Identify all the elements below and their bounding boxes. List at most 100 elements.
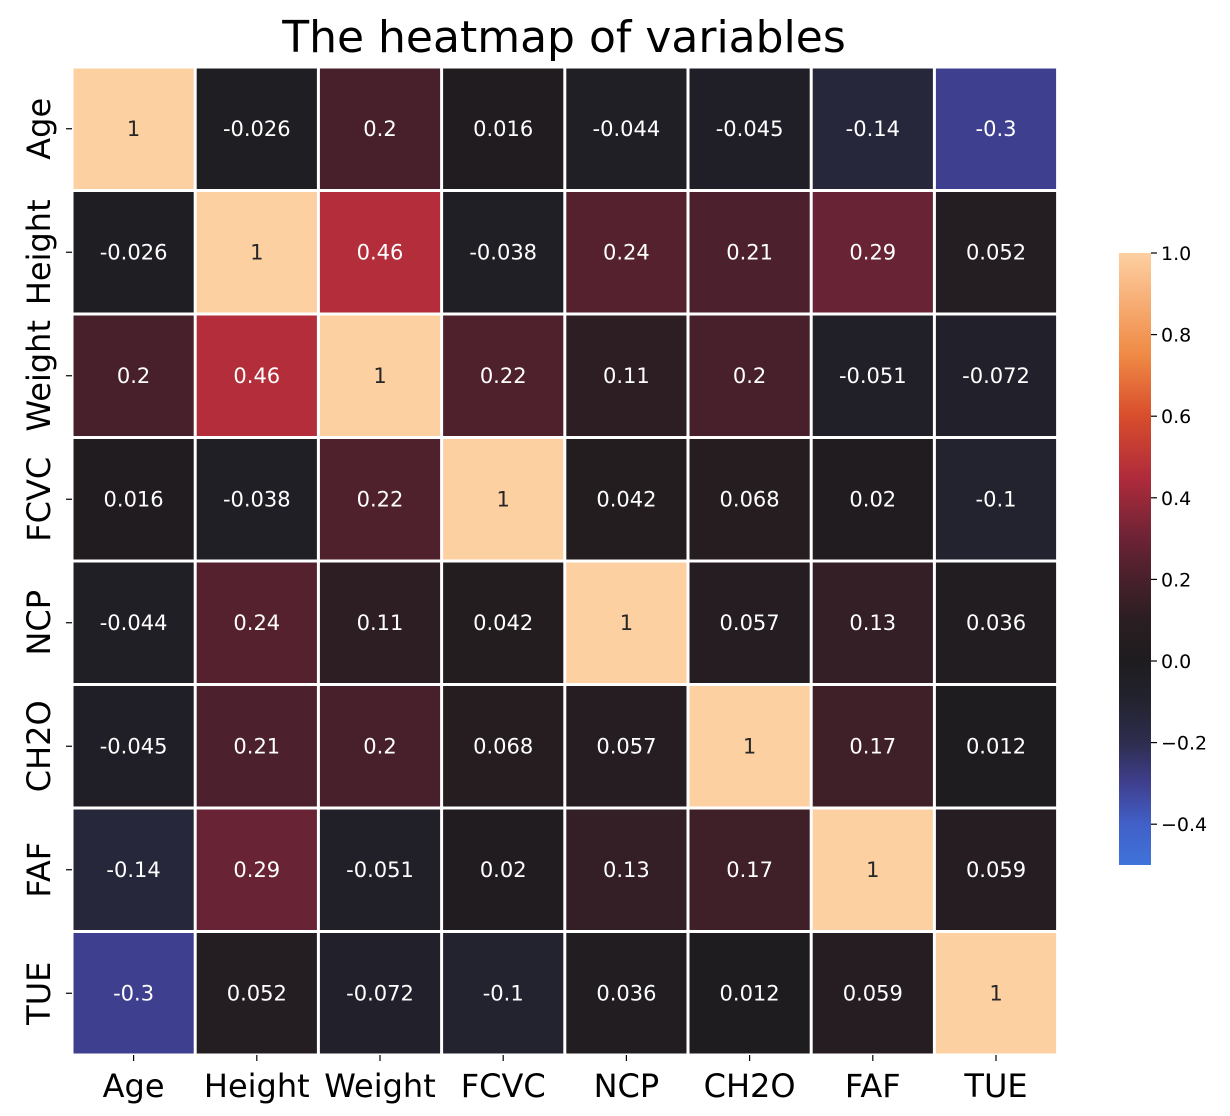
cell-value-label: 0.036 — [596, 981, 656, 1005]
colorbar-tick-label: −0.4 — [1161, 814, 1207, 836]
heatmap-cell-r2-c0 — [73, 315, 194, 436]
colorbar: 1.0 0.8 0.6 0.4 0.2 0.0 −0.2 −0.4 — [1119, 243, 1207, 865]
cell-value-label: 0.2 — [733, 364, 766, 388]
heatmap-cell-r1-c6 — [812, 192, 933, 313]
heatmap-cell-r5-c1 — [196, 686, 317, 807]
heatmap-cell-r1-c2 — [319, 192, 441, 313]
cell-value-label: 0.17 — [849, 734, 896, 758]
heatmap-cell-r2-c3 — [443, 315, 564, 436]
heatmap-cell-r4-c7 — [935, 562, 1057, 683]
cell-value-label: 0.02 — [849, 487, 896, 511]
y-tick-label: FCVC — [20, 457, 58, 542]
cell-value-label: -0.045 — [100, 734, 168, 758]
y-tick-label: TUE — [20, 962, 58, 1026]
heatmap-cell-r3-c0 — [73, 439, 194, 560]
cell-value-label: 1 — [989, 981, 1002, 1005]
y-axis-ticks: Age Height Weight FCVC NCP CH2O FAF TUE — [20, 98, 72, 1026]
colorbar-tick-label: 0.4 — [1161, 488, 1191, 510]
heatmap-cell-r7-c0 — [73, 933, 194, 1054]
heatmap-cell-r2-c6 — [812, 315, 933, 436]
heatmap-cell-r6-c7 — [935, 809, 1057, 930]
y-tick-label: NCP — [20, 590, 58, 656]
cell-value-label: 0.22 — [480, 364, 527, 388]
heatmap-cell-r3-c1 — [196, 439, 317, 560]
cell-value-label: 1 — [866, 858, 879, 882]
heatmap-cell-r0-c3 — [443, 68, 564, 189]
cell-value-label: -0.14 — [106, 858, 160, 882]
heatmap-cell-r6-c5 — [689, 809, 810, 930]
heatmap-cell-r2-c2 — [319, 315, 441, 436]
colorbar-tick-label: 0.6 — [1161, 406, 1191, 428]
y-tick-label: FAF — [20, 842, 58, 898]
cell-value-label: -0.044 — [100, 611, 168, 635]
heatmap-cell-r7-c4 — [566, 933, 687, 1054]
cell-value-label: 0.012 — [720, 981, 780, 1005]
heatmap-cell-r3-c5 — [689, 439, 810, 560]
heatmap-cell-r0-c5 — [689, 68, 810, 189]
cell-value-label: -0.038 — [223, 487, 291, 511]
x-tick-label: TUE — [963, 1067, 1027, 1105]
heatmap-cell-r7-c1 — [196, 933, 317, 1054]
heatmap-cell-r6-c1 — [196, 809, 317, 930]
heatmap-cell-r6-c4 — [566, 809, 687, 930]
heatmap-cell-r1-c5 — [689, 192, 810, 313]
cell-value-label: 0.11 — [603, 364, 650, 388]
cell-value-label: 1 — [127, 117, 140, 141]
cell-value-label: 0.016 — [473, 117, 533, 141]
heatmap-cell-r5-c2 — [319, 686, 441, 807]
heatmap-cell-r4-c0 — [73, 562, 194, 683]
cell-value-label: 0.46 — [357, 240, 404, 264]
cell-value-label: 0.042 — [473, 611, 533, 635]
cell-value-label: 0.29 — [233, 858, 280, 882]
x-tick-label: NCP — [594, 1067, 660, 1105]
cell-value-label: 0.21 — [726, 240, 773, 264]
cell-value-label: 1 — [743, 734, 756, 758]
heatmap-cell-r0-c4 — [566, 68, 687, 189]
heatmap-cell-r2-c4 — [566, 315, 687, 436]
colorbar-gradient — [1119, 253, 1151, 865]
cell-value-label: 0.22 — [357, 487, 404, 511]
cell-value-label: -0.072 — [962, 364, 1030, 388]
cell-value-label: 0.036 — [966, 611, 1026, 635]
cell-value-label: -0.051 — [346, 858, 414, 882]
heatmap-cell-r6-c2 — [319, 809, 441, 930]
x-tick-label: Age — [103, 1067, 165, 1105]
cell-value-label: 0.02 — [480, 858, 527, 882]
x-tick-label: Weight — [324, 1067, 435, 1105]
cell-value-label: 0.012 — [966, 734, 1026, 758]
heatmap-cell-r5-c0 — [73, 686, 194, 807]
heatmap-cell-r1-c1 — [196, 192, 317, 313]
cell-value-label: 0.057 — [720, 611, 780, 635]
cell-value-label: -0.3 — [976, 117, 1017, 141]
y-tick-label: Weight — [20, 320, 58, 431]
cell-value-label: 0.13 — [849, 611, 896, 635]
heatmap-cell-r6-c0 — [73, 809, 194, 930]
heatmap-cell-r6-c3 — [443, 809, 564, 930]
cell-value-label: 1 — [250, 240, 263, 264]
colorbar-tick-label: 0.0 — [1161, 651, 1191, 673]
cell-value-label: -0.3 — [113, 981, 154, 1005]
cell-value-label: 0.46 — [233, 364, 280, 388]
x-tick-label: FAF — [845, 1067, 901, 1105]
cell-value-label: 1 — [373, 364, 386, 388]
heatmap-cell-r6-c6 — [812, 809, 933, 930]
heatmap-cell-r4-c1 — [196, 562, 317, 683]
cell-value-label: 0.2 — [363, 117, 396, 141]
heatmap-cell-r1-c0 — [73, 192, 194, 313]
heatmap-cell-r7-c3 — [443, 933, 564, 1054]
heatmap-cell-r4-c6 — [812, 562, 933, 683]
heatmap-cell-r2-c7 — [935, 315, 1057, 436]
heatmap-cell-r7-c6 — [812, 933, 933, 1054]
cell-value-label: 0.016 — [104, 487, 164, 511]
cell-value-label: -0.051 — [839, 364, 907, 388]
cell-value-label: 0.068 — [720, 487, 780, 511]
colorbar-tick-label: 1.0 — [1161, 243, 1191, 265]
heatmap-cell-r4-c4 — [566, 562, 687, 683]
cell-value-label: 0.042 — [596, 487, 656, 511]
heatmap-cell-r3-c2 — [319, 439, 441, 560]
cell-value-label: 0.2 — [117, 364, 150, 388]
cell-value-label: 0.057 — [596, 734, 656, 758]
heatmap-cell-r3-c4 — [566, 439, 687, 560]
heatmap-cell-r7-c2 — [319, 933, 441, 1054]
